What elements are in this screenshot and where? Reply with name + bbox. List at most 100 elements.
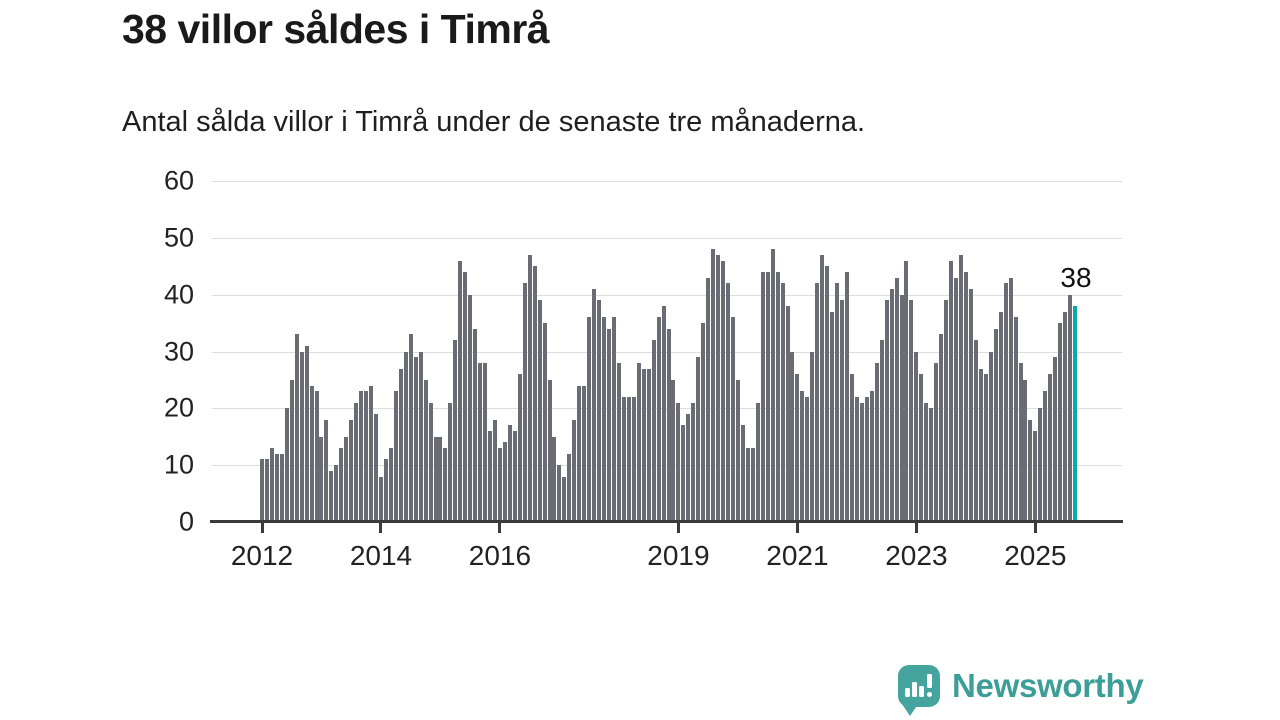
bar — [458, 260, 463, 522]
bar — [889, 288, 894, 522]
bar — [453, 340, 458, 522]
bar — [949, 260, 954, 522]
bar — [641, 368, 646, 522]
bar — [681, 425, 686, 522]
bar — [1053, 357, 1058, 522]
bar — [726, 283, 730, 522]
x-axis-label-2014: 2014 — [349, 540, 413, 571]
x-axis-label-2025: 2025 — [1004, 540, 1067, 571]
chart-subtitle: Antal sålda villor i Timrå under de sena… — [122, 106, 866, 138]
bar — [284, 408, 289, 522]
bar — [299, 351, 304, 522]
bar — [264, 459, 269, 522]
bar — [374, 414, 379, 522]
logo-exclamation-bar — [927, 674, 932, 688]
x-axis-tick-2019 — [676, 523, 680, 533]
x-axis-label-2023: 2023 — [885, 540, 948, 571]
bar — [433, 436, 438, 522]
y-axis-label-20: 20 — [163, 392, 194, 423]
bar — [884, 300, 889, 522]
bar — [577, 385, 582, 522]
speech-bubble-tail — [902, 704, 918, 716]
x-axis-tick-2025 — [1033, 523, 1037, 533]
bar — [428, 402, 433, 522]
bar — [721, 260, 726, 522]
bar — [616, 362, 621, 522]
bar — [686, 414, 691, 522]
bar — [418, 351, 423, 522]
y-axis-label-10: 10 — [163, 449, 194, 480]
bar — [874, 362, 879, 522]
bar — [904, 260, 909, 522]
bar — [869, 391, 874, 522]
y-axis-label-0: 0 — [178, 506, 194, 537]
bar — [289, 379, 294, 522]
bar — [388, 448, 393, 522]
bar — [696, 357, 701, 522]
x-axis-tick-2023 — [914, 523, 918, 533]
bar — [775, 271, 780, 522]
bar — [1063, 311, 1068, 522]
bar — [602, 317, 607, 522]
bar — [954, 277, 959, 522]
bar — [592, 288, 597, 522]
bar — [260, 459, 264, 522]
bar — [998, 311, 1003, 522]
bar — [364, 391, 369, 522]
logo-bar-3 — [919, 686, 924, 697]
bar — [790, 351, 795, 522]
bar — [968, 288, 973, 522]
bar — [557, 465, 562, 522]
bar — [810, 351, 815, 522]
bar — [666, 328, 671, 522]
bar — [646, 368, 651, 522]
bar — [552, 436, 557, 522]
bar — [879, 340, 884, 522]
bar — [859, 402, 864, 522]
bar — [993, 328, 998, 522]
bar — [587, 317, 592, 522]
bar — [750, 448, 755, 522]
bar — [740, 425, 745, 522]
bar — [760, 271, 765, 522]
bar — [1058, 323, 1063, 522]
bar — [294, 334, 299, 522]
bar — [324, 419, 329, 522]
logo-exclamation-dot — [927, 692, 932, 697]
bar — [626, 396, 631, 522]
bar — [1008, 277, 1013, 522]
bar — [701, 323, 706, 522]
bar — [497, 448, 502, 522]
bar — [438, 436, 443, 522]
y-axis-label-50: 50 — [163, 222, 194, 253]
bar — [924, 402, 929, 522]
bar — [398, 368, 403, 522]
bar — [755, 402, 760, 522]
bar — [314, 391, 319, 522]
bar — [537, 300, 542, 522]
y-axis-label-30: 30 — [163, 336, 194, 366]
bar — [378, 476, 383, 522]
bar — [978, 368, 983, 522]
x-axis-tick-2021 — [795, 523, 799, 533]
brand-wordmark: Newsworthy — [952, 667, 1144, 704]
bar — [691, 402, 696, 522]
bar — [468, 294, 473, 522]
x-axis-line — [210, 520, 1123, 523]
bar — [359, 391, 364, 522]
bar — [939, 334, 944, 522]
bar — [1068, 294, 1073, 522]
x-axis-tick-2014 — [379, 523, 383, 533]
bar — [919, 374, 924, 522]
bar — [830, 311, 835, 522]
bar — [716, 254, 721, 522]
gridline-y-60 — [212, 181, 1122, 182]
bar — [542, 323, 547, 522]
bar — [408, 334, 413, 522]
bar — [597, 300, 602, 522]
bar — [1033, 431, 1038, 522]
bar — [800, 391, 805, 522]
bar — [656, 317, 661, 522]
highlighted-bar — [1073, 306, 1078, 522]
x-axis-label-2016: 2016 — [468, 540, 532, 571]
